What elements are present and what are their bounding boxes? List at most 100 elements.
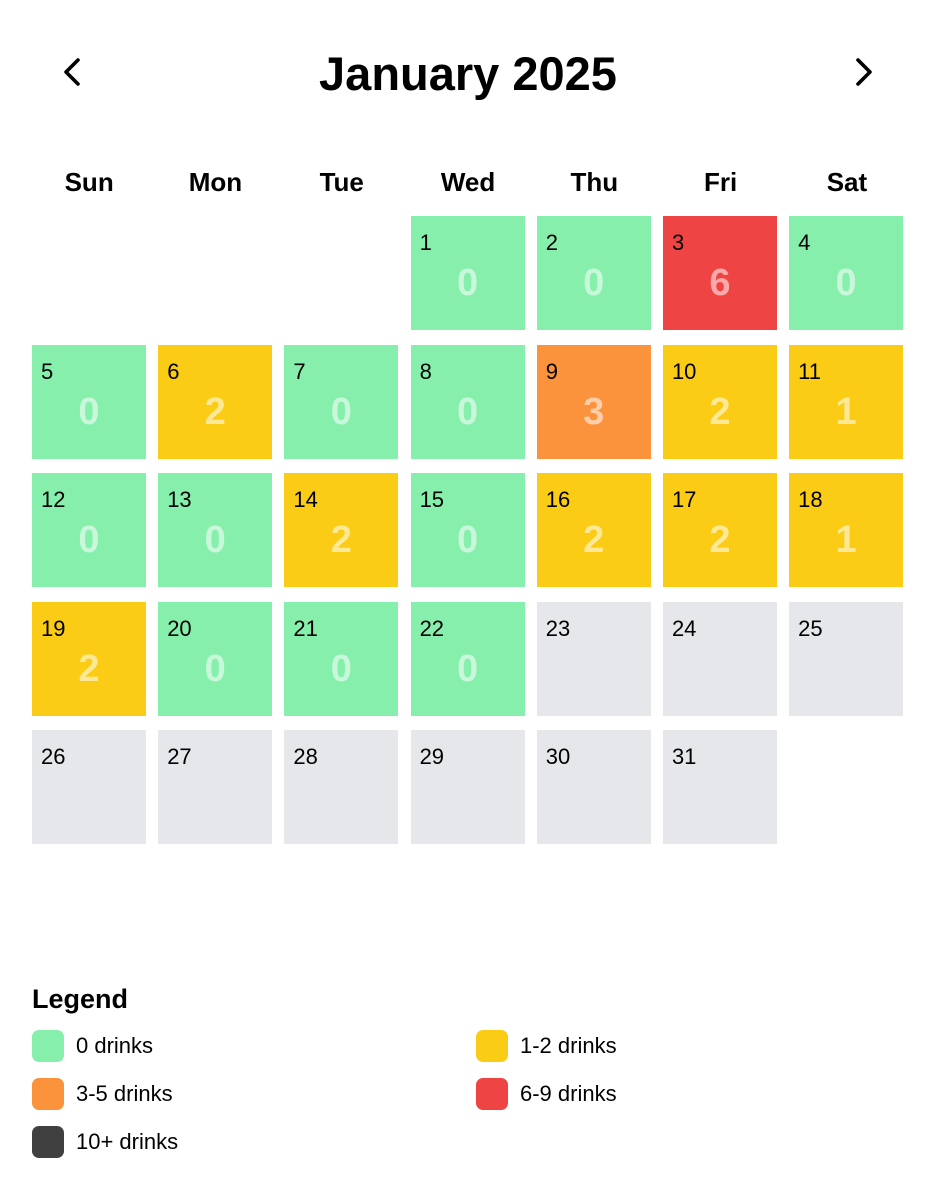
day-cell[interactable]: 15 0: [410, 473, 525, 587]
day-cell[interactable]: 23: [536, 601, 651, 716]
legend-swatch: [32, 1078, 64, 1110]
day-number: 19: [41, 615, 66, 641]
drink-count: 0: [456, 262, 479, 304]
day-cell[interactable]: 11 1: [789, 344, 904, 459]
day-cell[interactable]: 24: [662, 601, 777, 716]
day-cell[interactable]: 28: [284, 730, 399, 844]
legend-item: 3-5 drinks: [32, 1078, 476, 1110]
day-number: 11: [798, 358, 821, 384]
legend-swatch: [32, 1126, 64, 1158]
day-number: 23: [545, 615, 571, 641]
weekday-label: Tue: [319, 167, 364, 197]
legend-items: 0 drinks 1-2 drinks 3-5 drinks 6-9 drinks 10…: [32, 1030, 912, 1158]
month-title: January 2025: [319, 47, 617, 100]
drink-count: 2: [709, 519, 731, 561]
weekday-label: Fri: [704, 167, 738, 197]
legend-item: 0 drinks: [32, 1030, 476, 1062]
legend-label: 3-5 drinks: [76, 1081, 173, 1106]
weekday-label: Mon: [188, 167, 243, 197]
drink-count: 2: [204, 390, 226, 433]
weekday-label: Sat: [826, 167, 868, 197]
day-cell[interactable]: 10 2: [662, 344, 777, 459]
day-number: 6: [167, 358, 180, 384]
day-number: 8: [419, 358, 432, 384]
drink-count: 2: [709, 390, 731, 433]
day-cell[interactable]: 19 2: [32, 601, 146, 716]
day-cell[interactable]: 27: [158, 730, 273, 844]
weekday-label: Sun: [64, 167, 114, 197]
legend-title: Legend: [32, 984, 129, 1014]
drink-count: 0: [456, 519, 479, 561]
day-number: 27: [167, 744, 192, 769]
calendar-header: January 2025: [0, 0, 936, 150]
legend-swatch: [32, 1030, 64, 1062]
day-number: 5: [41, 358, 54, 384]
day-number: 26: [41, 744, 66, 769]
day-cell[interactable]: 14 2: [284, 473, 399, 587]
drink-count: 0: [835, 262, 857, 304]
day-number: 24: [671, 615, 697, 641]
day-number: 1: [419, 230, 432, 255]
day-cell[interactable]: 26: [32, 730, 146, 844]
drink-count: 0: [204, 519, 226, 561]
day-cell[interactable]: 25: [789, 601, 904, 716]
day-cell[interactable]: 29: [410, 730, 525, 844]
day-number: 4: [798, 230, 811, 255]
day-number: 10: [671, 358, 697, 384]
chevron-left-icon: [64, 58, 80, 86]
day-number: 25: [798, 615, 823, 641]
day-cell[interactable]: 17 2: [662, 473, 777, 587]
day-number: 17: [671, 487, 697, 512]
day-cell[interactable]: 20 0: [158, 601, 273, 716]
next-month-button[interactable]: [842, 50, 886, 94]
drink-count: 3: [583, 390, 605, 433]
drink-count: 2: [78, 647, 100, 690]
day-number: 2: [545, 230, 558, 255]
legend-item: 10+ drinks: [32, 1126, 476, 1158]
legend-swatch: [476, 1030, 508, 1062]
day-cell[interactable]: 12 0: [32, 473, 146, 587]
drink-count: 0: [583, 262, 605, 304]
day-number: 7: [293, 358, 306, 384]
day-number: 14: [293, 487, 318, 512]
drink-count: 0: [78, 519, 100, 561]
weekday-header-row: Sun Mon Tue Wed Thu Fri Sat: [26, 166, 910, 198]
day-number: 28: [293, 744, 318, 769]
legend-item: 1-2 drinks: [476, 1030, 912, 1062]
day-cell[interactable]: 21 0: [284, 601, 399, 716]
day-cell[interactable]: 22 0: [410, 601, 525, 716]
day-number: 30: [545, 744, 571, 769]
drink-count: 0: [330, 647, 352, 690]
day-cell[interactable]: 13 0: [158, 473, 273, 587]
legend-swatch: [476, 1078, 508, 1110]
drink-count: 1: [835, 519, 857, 561]
legend: Legend 0 drinks 1-2 drinks 3-5 drinks 6-9 d…: [32, 982, 912, 1158]
prev-month-button[interactable]: [50, 50, 94, 94]
day-number: 13: [167, 487, 192, 512]
legend-item: 6-9 drinks: [476, 1078, 912, 1110]
empty-day-cell: [32, 216, 146, 330]
day-cell[interactable]: 30: [536, 730, 651, 844]
day-cell[interactable]: 18 1: [789, 473, 904, 587]
day-cell[interactable]: 16 2: [536, 473, 651, 587]
day-cell[interactable]: 31: [662, 730, 777, 844]
empty-day-cell: [284, 216, 398, 330]
day-number: 16: [545, 487, 571, 512]
weekday-label: Wed: [440, 167, 496, 197]
day-number: 29: [419, 744, 445, 769]
day-number: 12: [41, 487, 66, 512]
drink-count: 2: [583, 519, 605, 561]
legend-label: 10+ drinks: [76, 1129, 179, 1154]
drink-count: 0: [78, 390, 100, 433]
day-number: 3: [671, 230, 685, 255]
empty-day-cell: [158, 216, 272, 330]
